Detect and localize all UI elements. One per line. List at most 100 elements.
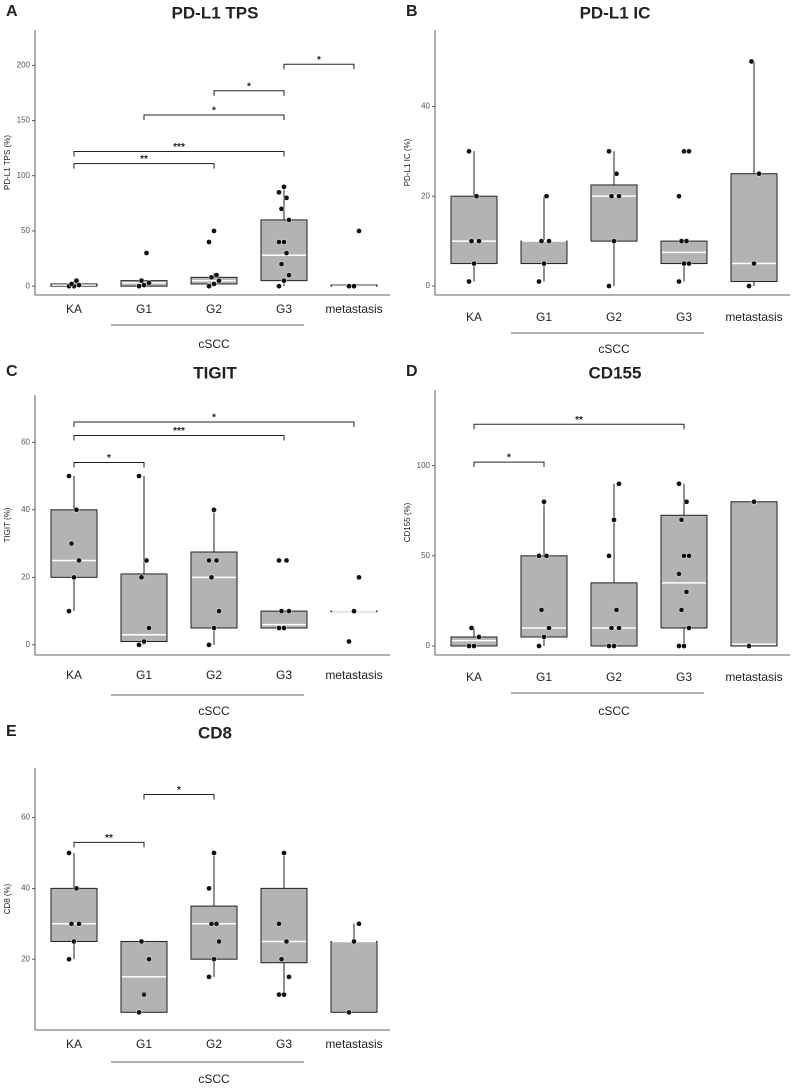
x-tick-label: KA	[466, 670, 482, 684]
data-point	[286, 974, 292, 980]
x-tick-label: G2	[206, 1037, 222, 1051]
data-point	[68, 920, 75, 927]
x-tick-label: G1	[536, 670, 552, 684]
data-point	[146, 956, 152, 963]
box	[190, 905, 238, 960]
data-point	[73, 506, 80, 513]
x-tick-label: G3	[676, 310, 692, 324]
x-tick-label: G1	[536, 310, 552, 324]
significance-bracket	[473, 423, 685, 430]
data-point	[466, 278, 472, 285]
x-tick-label: G3	[276, 668, 292, 682]
x-tick-label: G3	[676, 670, 692, 684]
data-point	[73, 277, 80, 284]
data-point	[676, 193, 682, 200]
data-point	[283, 557, 290, 564]
significance-label: *	[247, 81, 251, 92]
data-point	[346, 283, 352, 290]
box	[590, 184, 638, 242]
x-tick-label: G1	[136, 668, 152, 682]
significance-bracket	[73, 150, 285, 157]
data-point	[211, 956, 217, 963]
data-point	[466, 643, 472, 649]
data-point	[211, 228, 217, 234]
y-tick-label: 100	[17, 171, 31, 180]
chart-title: PD-L1 IC	[580, 3, 651, 22]
x-tick-label: metastasis	[725, 670, 782, 684]
data-point	[683, 498, 690, 505]
y-axis-label: PD-L1 TPS (%)	[3, 135, 12, 190]
data-point	[351, 938, 357, 945]
x-tick-label: KA	[66, 668, 82, 682]
data-point	[276, 189, 282, 196]
data-point	[683, 238, 690, 244]
data-point	[541, 498, 547, 505]
data-point	[681, 643, 687, 649]
significance-bracket	[73, 841, 145, 848]
data-point	[208, 274, 215, 281]
data-point	[676, 571, 682, 577]
box	[330, 940, 378, 1013]
significance-bracket	[143, 114, 285, 121]
group-label: cSCC	[598, 342, 630, 356]
data-point	[281, 239, 287, 245]
data-point	[211, 281, 217, 287]
data-point	[546, 625, 552, 631]
x-tick-label: G1	[136, 302, 152, 316]
data-point	[286, 272, 292, 278]
chart-title: TIGIT	[193, 363, 237, 382]
group-label: cSCC	[598, 704, 630, 718]
data-point	[278, 956, 285, 963]
data-point	[351, 608, 357, 614]
data-point	[606, 283, 612, 289]
data-point	[616, 625, 622, 631]
data-point	[346, 638, 352, 645]
data-point	[206, 239, 212, 245]
significance-bracket	[73, 462, 145, 468]
data-point	[216, 608, 222, 614]
data-point	[211, 850, 217, 856]
data-point	[476, 634, 482, 640]
y-tick-label: 50	[21, 226, 30, 235]
data-point	[141, 282, 147, 288]
y-tick-label: 40	[21, 883, 30, 892]
data-point	[276, 991, 282, 998]
significance-label: *	[507, 453, 511, 464]
data-point	[138, 277, 145, 284]
data-point	[613, 607, 620, 613]
data-point	[538, 607, 545, 613]
data-point	[213, 557, 220, 564]
x-tick-label: KA	[66, 1037, 82, 1051]
significance-label: **	[140, 154, 148, 165]
data-point	[278, 206, 285, 212]
chart-title: PD-L1 TPS	[172, 3, 259, 22]
data-point	[206, 557, 212, 564]
data-point	[686, 625, 692, 631]
data-point	[681, 553, 687, 559]
data-point	[136, 642, 142, 648]
data-point	[286, 217, 292, 223]
data-point	[678, 238, 685, 244]
panel: A PD-L1 TPS PD-L1 TPS (%) 0 50 100 150 200 KA G1 G…	[3, 3, 390, 351]
data-point	[138, 574, 145, 581]
x-tick-label: G3	[276, 302, 292, 316]
data-point	[683, 589, 690, 595]
x-tick-label: metastasis	[725, 310, 782, 324]
data-point	[356, 574, 362, 581]
significance-bracket	[73, 163, 215, 169]
x-tick-label: G1	[136, 1037, 152, 1051]
data-point	[71, 938, 77, 945]
significance-label: **	[105, 833, 113, 844]
y-tick-label: 0	[26, 640, 31, 649]
y-tick-label: 100	[417, 461, 431, 470]
data-point	[143, 557, 150, 564]
data-point	[346, 1009, 352, 1016]
data-point	[616, 193, 622, 200]
x-tick-label: metastasis	[325, 1037, 382, 1051]
data-point	[211, 506, 217, 513]
data-point	[71, 574, 77, 581]
data-point	[66, 473, 72, 479]
data-point	[213, 920, 220, 927]
data-point	[536, 643, 542, 649]
data-point	[216, 938, 222, 945]
